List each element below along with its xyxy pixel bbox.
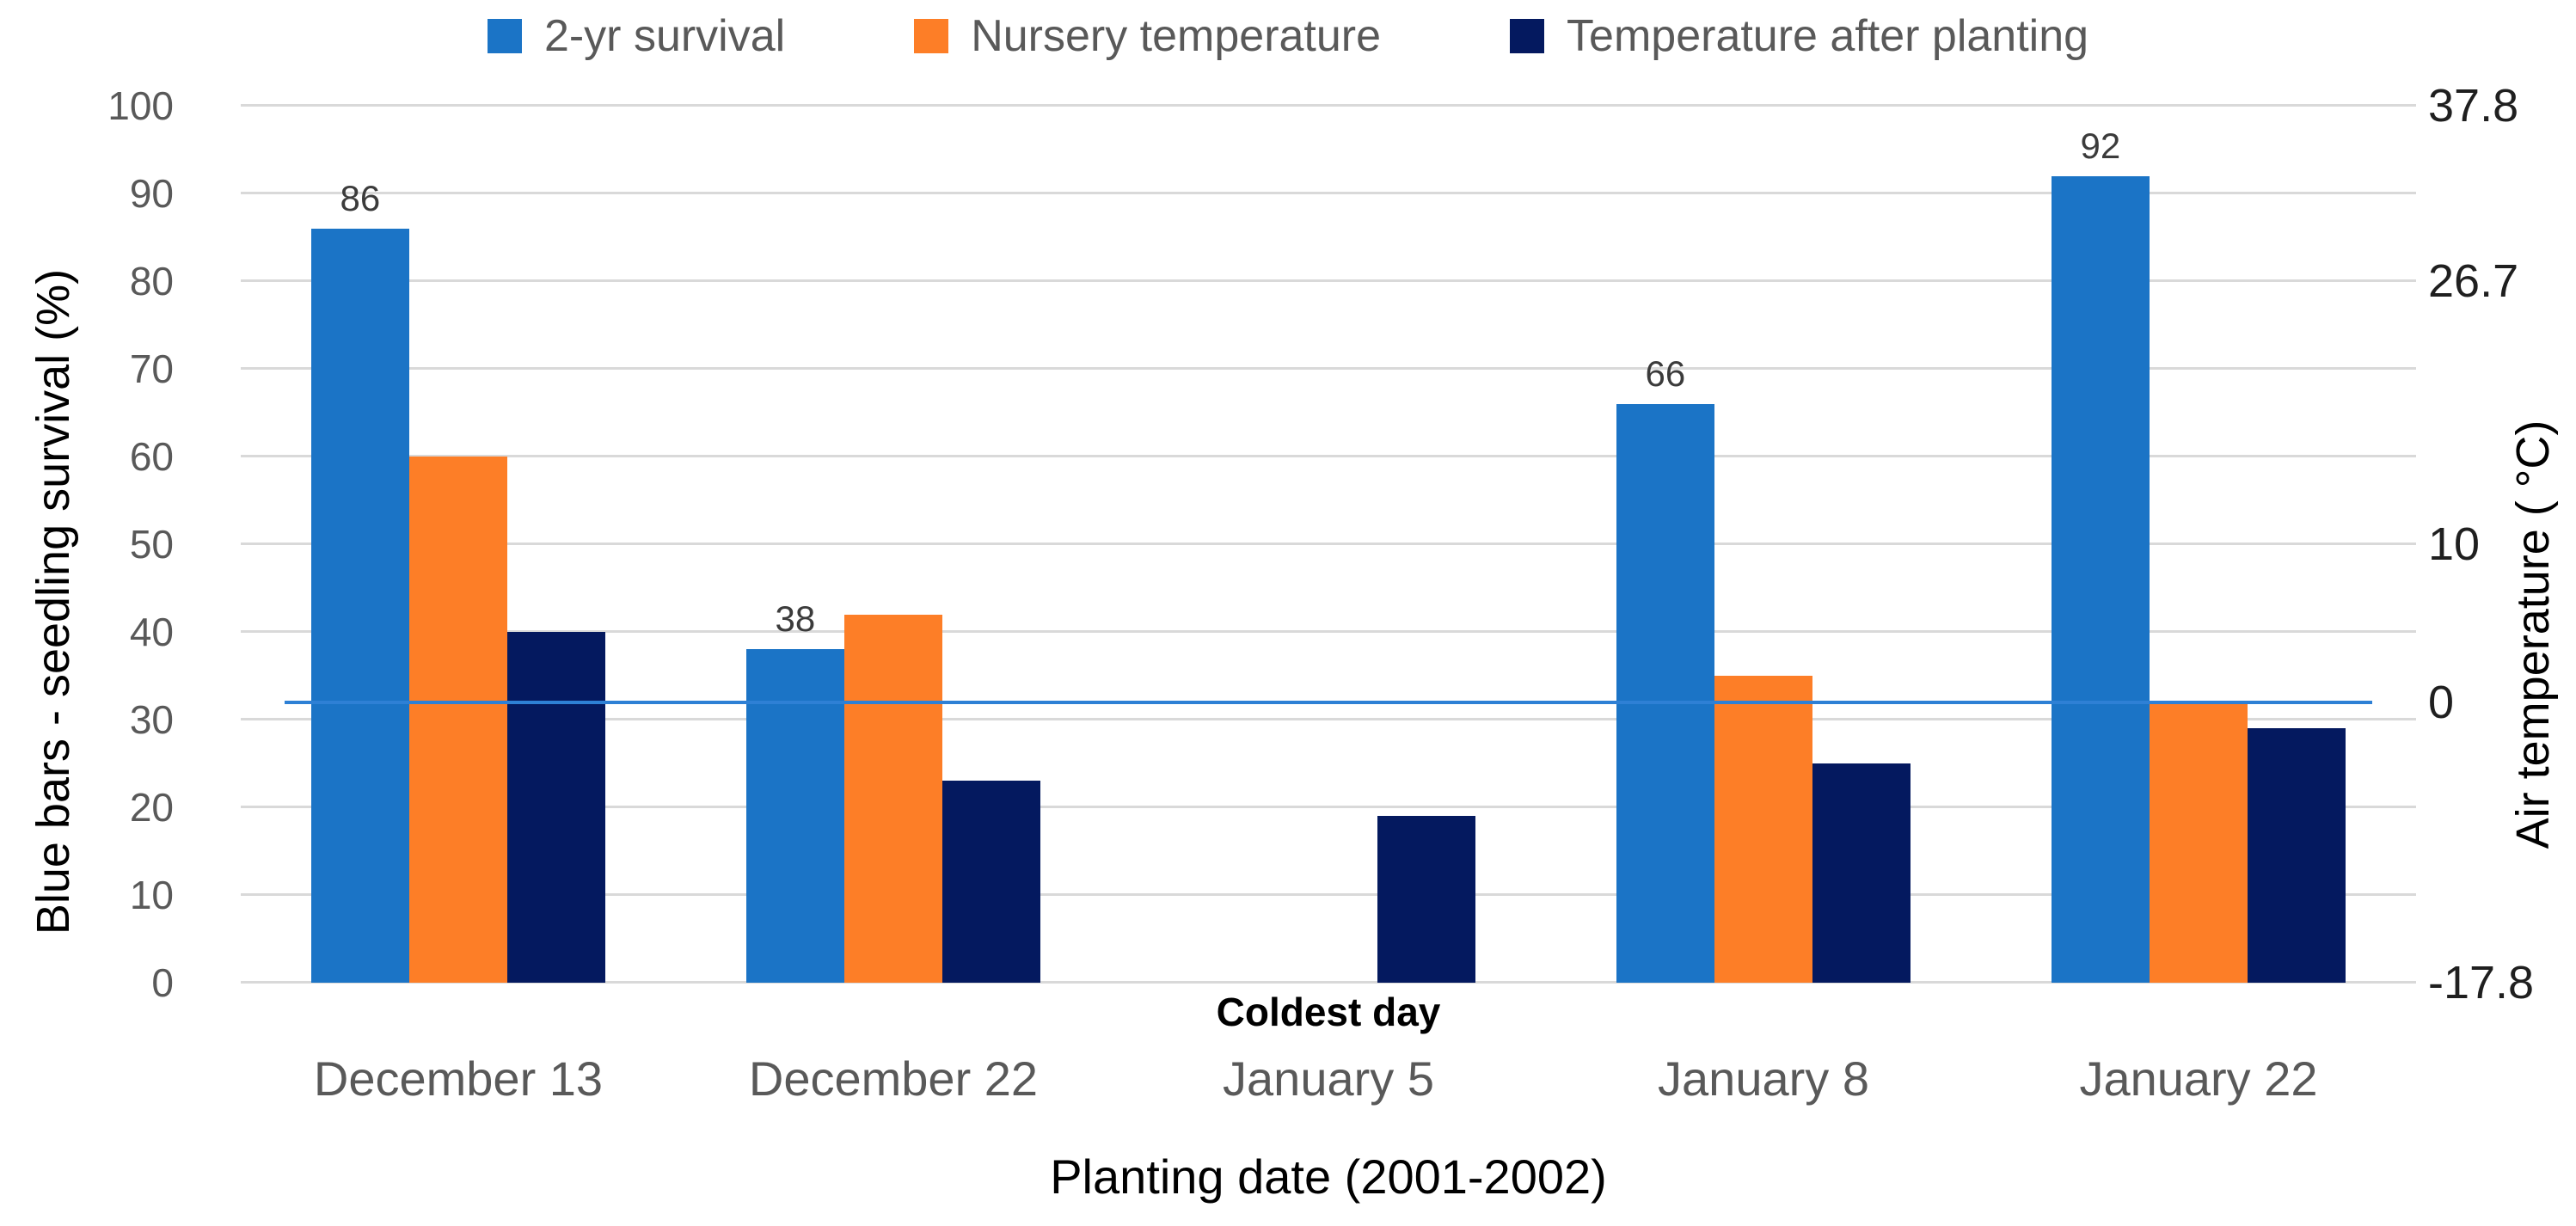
gridline-30 bbox=[241, 718, 2416, 720]
legend: 2-yr survival Nursery temperature Temperat… bbox=[0, 2, 2576, 70]
gridline-20 bbox=[241, 806, 2416, 808]
x-axis-annotation-row: Coldest day bbox=[241, 992, 2416, 1040]
legend-item-label: Nursery temperature bbox=[971, 11, 1382, 61]
bar-2-yr-survival-5 bbox=[2051, 175, 2150, 983]
category-label-3: January 5 bbox=[1223, 1051, 1434, 1106]
gridline-100 bbox=[241, 104, 2416, 107]
right-axis-tick-label: -17.8 bbox=[2428, 957, 2535, 1008]
legend-swatch-icon bbox=[487, 19, 522, 53]
bar-nursery-temperature-5 bbox=[2149, 702, 2248, 983]
left-axis-tick-label: 70 bbox=[129, 346, 174, 391]
left-axis-tick-label: 20 bbox=[129, 785, 174, 830]
category-label-5: January 22 bbox=[2079, 1051, 2318, 1106]
legend-swatch-icon bbox=[914, 19, 949, 53]
category-label-4: January 8 bbox=[1658, 1051, 1869, 1106]
category-label-2: December 22 bbox=[748, 1051, 1039, 1106]
coldest-day-annotation: Coldest day bbox=[1216, 990, 1441, 1034]
left-axis-tick-label: 10 bbox=[129, 873, 174, 917]
x-axis-category-labels: December 13 December 22 January 5 January 8… bbox=[241, 1052, 2416, 1106]
bar-temperature-after-planting-3 bbox=[1377, 816, 1476, 983]
left-axis-tick-label: 40 bbox=[129, 610, 174, 654]
legend-item-3: Temperature after planting bbox=[1510, 14, 2088, 58]
legend-item-label: 2-yr survival bbox=[543, 11, 786, 61]
legend-item-label: Temperature after planting bbox=[1567, 11, 2089, 61]
bar-temperature-after-planting-2 bbox=[942, 781, 1041, 983]
left-axis-tick-label: 100 bbox=[107, 83, 174, 128]
gridline-80 bbox=[241, 279, 2416, 282]
gridline-10 bbox=[241, 893, 2416, 896]
gridline-70 bbox=[241, 367, 2416, 370]
left-axis-tick-label: 30 bbox=[129, 697, 174, 742]
legend-item-2: Nursery temperature bbox=[914, 14, 1381, 58]
bar-nursery-temperature-1 bbox=[408, 457, 508, 983]
bar-nursery-temperature-2 bbox=[843, 614, 943, 983]
plot-area: 86 38 66 92 bbox=[241, 104, 2416, 984]
left-axis-tick-label: 90 bbox=[129, 171, 174, 216]
bar-data-label: 38 bbox=[775, 598, 816, 640]
bar-2-yr-survival-4 bbox=[1616, 403, 1714, 983]
bar-2-yr-survival-2 bbox=[745, 649, 844, 983]
category-label-1: December 13 bbox=[313, 1051, 604, 1106]
gridline-0 bbox=[241, 981, 2416, 984]
legend-swatch-icon bbox=[1510, 19, 1545, 53]
gridline-90 bbox=[241, 192, 2416, 194]
legend-item-1: 2-yr survival bbox=[487, 11, 786, 61]
bar-2-yr-survival-1 bbox=[310, 228, 409, 983]
right-axis-tick-label: 37.8 bbox=[2428, 80, 2519, 132]
left-axis-tick-label: 60 bbox=[129, 434, 174, 479]
bar-temperature-after-planting-4 bbox=[1812, 763, 1911, 983]
right-axis-tick-label: 26.7 bbox=[2428, 255, 2519, 307]
bar-data-label: 66 bbox=[1645, 352, 1686, 394]
gridline-60 bbox=[241, 455, 2416, 457]
bar-temperature-after-planting-1 bbox=[507, 632, 606, 983]
bar-data-label: 92 bbox=[2080, 125, 2121, 166]
right-axis-tick-label: 0 bbox=[2428, 676, 2455, 728]
left-axis-tick-label: 50 bbox=[129, 522, 174, 567]
gridline-40 bbox=[241, 630, 2416, 633]
x-axis-title: Planting date (2001-2002) bbox=[1050, 1149, 1607, 1204]
left-axis-tick-label: 80 bbox=[129, 259, 174, 303]
right-axis-tick-label: 10 bbox=[2428, 518, 2481, 570]
zero-celsius-line bbox=[284, 700, 2373, 704]
left-axis-tick-labels: 0 10 20 30 40 50 60 70 80 90 100 bbox=[0, 86, 205, 1002]
right-axis-tick-labels: 37.8 26.7 10 0 -17.8 bbox=[2428, 83, 2574, 1006]
bar-temperature-after-planting-5 bbox=[2248, 728, 2346, 983]
gridline-50 bbox=[241, 543, 2416, 545]
bar-nursery-temperature-4 bbox=[1714, 676, 1813, 983]
bar-data-label: 86 bbox=[340, 177, 381, 218]
left-axis-tick-label: 0 bbox=[151, 960, 174, 1005]
